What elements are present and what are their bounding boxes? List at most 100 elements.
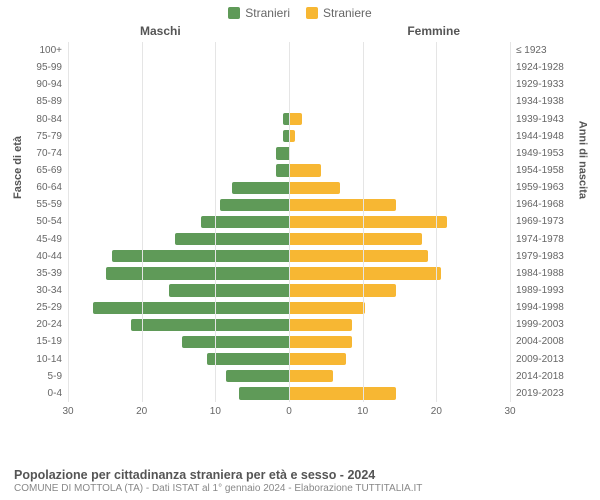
bar-female (289, 267, 441, 279)
age-label: 0-4 (48, 388, 62, 399)
legend-item: Stranieri (228, 6, 290, 20)
gridline (68, 42, 69, 402)
age-label: 95-99 (36, 62, 62, 73)
footer: Popolazione per cittadinanza straniera p… (14, 468, 586, 494)
bar-female (289, 370, 333, 382)
gridline (289, 42, 290, 402)
age-label: 35-39 (36, 268, 62, 279)
age-label: 45-49 (36, 234, 62, 245)
birth-label: 1949-1953 (516, 148, 564, 159)
birth-label: ≤ 1923 (516, 45, 547, 56)
bar-female (289, 336, 352, 348)
age-label: 50-54 (36, 216, 62, 227)
bar-male (106, 267, 289, 279)
bar-male (220, 199, 289, 211)
bar-male (175, 233, 289, 245)
legend-label: Stranieri (245, 6, 290, 20)
x-tick: 10 (210, 406, 221, 417)
age-label: 25-29 (36, 302, 62, 313)
x-tick: 0 (286, 406, 292, 417)
x-tick: 20 (431, 406, 442, 417)
birth-label: 1979-1983 (516, 251, 564, 262)
age-label: 100+ (39, 45, 62, 56)
birth-label: 2009-2013 (516, 354, 564, 365)
age-label: 60-64 (36, 182, 62, 193)
bar-female (289, 216, 447, 228)
x-tick: 30 (504, 406, 515, 417)
age-label: 80-84 (36, 114, 62, 125)
bar-male (169, 284, 289, 296)
age-label: 55-59 (36, 199, 62, 210)
gridline (363, 42, 364, 402)
birth-label: 1994-1998 (516, 302, 564, 313)
bar-male (226, 370, 289, 382)
bar-female (289, 233, 422, 245)
bar-female (289, 284, 396, 296)
gridline (436, 42, 437, 402)
bar-female (289, 302, 365, 314)
bar-male (201, 216, 289, 228)
birth-label: 2004-2008 (516, 336, 564, 347)
legend-label: Straniere (323, 6, 372, 20)
age-label: 20-24 (36, 319, 62, 330)
birth-label: 1984-1988 (516, 268, 564, 279)
birth-label: 1989-1993 (516, 285, 564, 296)
gridline (142, 42, 143, 402)
age-label: 5-9 (48, 371, 62, 382)
bar-female (289, 319, 352, 331)
birth-label: 1954-1958 (516, 165, 564, 176)
x-axis: 3020100102030 (68, 406, 510, 420)
age-label: 30-34 (36, 285, 62, 296)
bar-male (207, 353, 289, 365)
bar-female (289, 113, 302, 125)
pyramid-chart: Maschi Femmine Fasce di età Anni di nasc… (20, 24, 580, 434)
birth-label: 1974-1978 (516, 234, 564, 245)
birth-label: 1959-1963 (516, 182, 564, 193)
age-label: 40-44 (36, 251, 62, 262)
bar-male (182, 336, 289, 348)
footer-subtitle: COMUNE DI MOTTOLA (TA) - Dati ISTAT al 1… (14, 483, 586, 494)
birth-label: 2014-2018 (516, 371, 564, 382)
age-label: 10-14 (36, 354, 62, 365)
birth-label: 2019-2023 (516, 388, 564, 399)
birth-label: 1924-1928 (516, 62, 564, 73)
y-axis-left-title: Fasce di età (12, 136, 24, 199)
birth-label: 1944-1948 (516, 131, 564, 142)
bar-male (131, 319, 289, 331)
gridline (215, 42, 216, 402)
bar-male (276, 147, 289, 159)
age-label: 65-69 (36, 165, 62, 176)
x-tick: 30 (62, 406, 73, 417)
bar-male (276, 164, 289, 176)
column-title-female: Femmine (407, 24, 460, 38)
x-tick: 20 (136, 406, 147, 417)
bar-female (289, 182, 340, 194)
gridline (510, 42, 511, 402)
legend: Stranieri Straniere (0, 0, 600, 24)
bar-female (289, 199, 396, 211)
bar-male (239, 387, 290, 399)
bar-male (232, 182, 289, 194)
age-label: 90-94 (36, 79, 62, 90)
legend-item: Straniere (306, 6, 372, 20)
legend-swatch (306, 7, 318, 19)
bar-female (289, 387, 396, 399)
age-label: 75-79 (36, 131, 62, 142)
column-title-male: Maschi (140, 24, 181, 38)
bar-male (93, 302, 289, 314)
x-tick: 10 (357, 406, 368, 417)
birth-label: 1964-1968 (516, 199, 564, 210)
birth-label: 1999-2003 (516, 319, 564, 330)
bar-female (289, 250, 428, 262)
bar-male (112, 250, 289, 262)
birth-label: 1969-1973 (516, 216, 564, 227)
plot-area: 100+≤ 192395-991924-192890-941929-193385… (68, 42, 510, 402)
legend-swatch (228, 7, 240, 19)
y-axis-right-title: Anni di nascita (576, 121, 588, 199)
bar-female (289, 353, 346, 365)
age-label: 70-74 (36, 148, 62, 159)
age-label: 15-19 (36, 336, 62, 347)
birth-label: 1929-1933 (516, 79, 564, 90)
birth-label: 1939-1943 (516, 114, 564, 125)
footer-title: Popolazione per cittadinanza straniera p… (14, 468, 586, 482)
